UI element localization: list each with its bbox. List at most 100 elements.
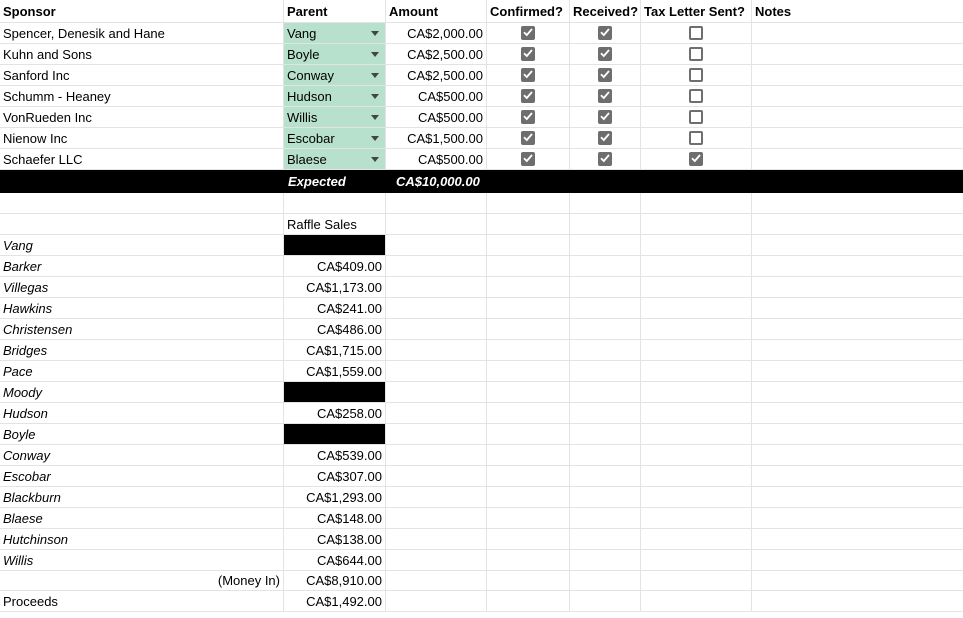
- empty-cell[interactable]: [641, 445, 752, 465]
- confirmed-checkbox[interactable]: [521, 89, 535, 103]
- received-header[interactable]: Received?: [570, 0, 641, 22]
- confirmed-header[interactable]: Confirmed?: [487, 0, 570, 22]
- empty-cell[interactable]: [570, 382, 641, 402]
- empty-cell[interactable]: [570, 298, 641, 318]
- empty-cell[interactable]: [386, 403, 487, 423]
- raffle-name[interactable]: Conway: [0, 445, 284, 465]
- empty-cell[interactable]: [752, 298, 963, 318]
- raffle-amount[interactable]: CA$138.00: [284, 529, 386, 549]
- empty-cell[interactable]: [487, 570, 570, 590]
- empty-cell[interactable]: [752, 508, 963, 528]
- sponsor-name[interactable]: Schumm - Heaney: [0, 86, 284, 106]
- raffle-amount[interactable]: CA$486.00: [284, 319, 386, 339]
- empty-cell[interactable]: [570, 319, 641, 339]
- empty-cell[interactable]: [570, 570, 641, 590]
- raffle-name[interactable]: Blaese: [0, 508, 284, 528]
- empty-cell[interactable]: [641, 508, 752, 528]
- empty-cell[interactable]: [752, 361, 963, 381]
- raffle-name[interactable]: Hawkins: [0, 298, 284, 318]
- empty-cell[interactable]: [752, 487, 963, 507]
- empty-cell[interactable]: [641, 256, 752, 276]
- tax-letter-checkbox[interactable]: [689, 26, 703, 40]
- notes-cell[interactable]: [752, 44, 963, 64]
- empty-cell[interactable]: [641, 298, 752, 318]
- raffle-amount[interactable]: CA$1,173.00: [284, 277, 386, 297]
- empty-cell[interactable]: [641, 193, 752, 213]
- raffle-name[interactable]: Pace: [0, 361, 284, 381]
- empty-cell[interactable]: [487, 466, 570, 486]
- empty-cell[interactable]: [752, 403, 963, 423]
- empty-cell[interactable]: [570, 591, 641, 611]
- empty-cell[interactable]: [641, 424, 752, 444]
- empty-cell[interactable]: [386, 550, 487, 570]
- empty-cell[interactable]: [386, 591, 487, 611]
- empty-cell[interactable]: [284, 193, 386, 213]
- empty-cell[interactable]: [386, 529, 487, 549]
- sponsor-amount[interactable]: CA$1,500.00: [386, 128, 487, 148]
- empty-cell[interactable]: [570, 466, 641, 486]
- empty-cell[interactable]: [386, 445, 487, 465]
- proceeds-total[interactable]: CA$1,492.00: [284, 591, 386, 611]
- raffle-amount[interactable]: [284, 424, 386, 444]
- empty-cell[interactable]: [386, 193, 487, 213]
- notes-cell[interactable]: [752, 149, 963, 169]
- confirmed-checkbox[interactable]: [521, 110, 535, 124]
- raffle-amount[interactable]: CA$148.00: [284, 508, 386, 528]
- tax-letter-checkbox[interactable]: [689, 47, 703, 61]
- empty-cell[interactable]: [570, 361, 641, 381]
- sponsor-header[interactable]: Sponsor: [0, 0, 284, 22]
- notes-cell[interactable]: [752, 23, 963, 43]
- parent-dropdown[interactable]: Escobar: [284, 128, 386, 148]
- raffle-name[interactable]: Escobar: [0, 466, 284, 486]
- empty-cell[interactable]: [0, 193, 284, 213]
- parent-dropdown[interactable]: Blaese: [284, 149, 386, 169]
- empty-cell[interactable]: [487, 487, 570, 507]
- empty-cell[interactable]: [752, 319, 963, 339]
- empty-cell[interactable]: [752, 570, 963, 590]
- sponsor-amount[interactable]: CA$2,500.00: [386, 65, 487, 85]
- empty-cell[interactable]: [752, 529, 963, 549]
- raffle-amount[interactable]: CA$644.00: [284, 550, 386, 570]
- empty-cell[interactable]: [570, 445, 641, 465]
- empty-cell[interactable]: [641, 361, 752, 381]
- empty-cell[interactable]: [641, 382, 752, 402]
- confirmed-checkbox[interactable]: [521, 68, 535, 82]
- empty-cell[interactable]: [752, 277, 963, 297]
- empty-cell[interactable]: [570, 487, 641, 507]
- empty-cell[interactable]: [752, 193, 963, 213]
- empty-cell[interactable]: [752, 235, 963, 255]
- sponsor-name[interactable]: Schaefer LLC: [0, 149, 284, 169]
- notes-cell[interactable]: [752, 107, 963, 127]
- sponsor-name[interactable]: Nienow Inc: [0, 128, 284, 148]
- empty-cell[interactable]: [752, 424, 963, 444]
- raffle-amount[interactable]: CA$1,559.00: [284, 361, 386, 381]
- empty-cell[interactable]: [487, 361, 570, 381]
- expected-total[interactable]: CA$10,000.00: [396, 174, 480, 189]
- raffle-sales-header[interactable]: Raffle Sales: [284, 214, 386, 234]
- empty-cell[interactable]: [386, 256, 487, 276]
- empty-cell[interactable]: [641, 591, 752, 611]
- notes-header[interactable]: Notes: [755, 3, 792, 19]
- raffle-name[interactable]: Bridges: [0, 340, 284, 360]
- empty-cell[interactable]: [570, 256, 641, 276]
- parent-dropdown[interactable]: Vang: [284, 23, 386, 43]
- empty-cell[interactable]: [570, 550, 641, 570]
- empty-cell[interactable]: [752, 466, 963, 486]
- empty-cell[interactable]: [487, 403, 570, 423]
- empty-cell[interactable]: [570, 277, 641, 297]
- empty-cell[interactable]: [570, 193, 641, 213]
- expected-label[interactable]: Expected: [288, 174, 346, 189]
- empty-cell[interactable]: [570, 403, 641, 423]
- empty-cell[interactable]: [570, 529, 641, 549]
- raffle-name[interactable]: Willis: [0, 550, 284, 570]
- empty-cell[interactable]: [641, 487, 752, 507]
- empty-cell[interactable]: [570, 424, 641, 444]
- received-checkbox[interactable]: [598, 131, 612, 145]
- confirmed-checkbox[interactable]: [521, 131, 535, 145]
- empty-cell[interactable]: [641, 466, 752, 486]
- empty-cell[interactable]: [386, 235, 487, 255]
- empty-cell[interactable]: [386, 214, 487, 234]
- sponsor-amount[interactable]: CA$500.00: [386, 86, 487, 106]
- empty-cell[interactable]: [386, 466, 487, 486]
- empty-cell[interactable]: [641, 340, 752, 360]
